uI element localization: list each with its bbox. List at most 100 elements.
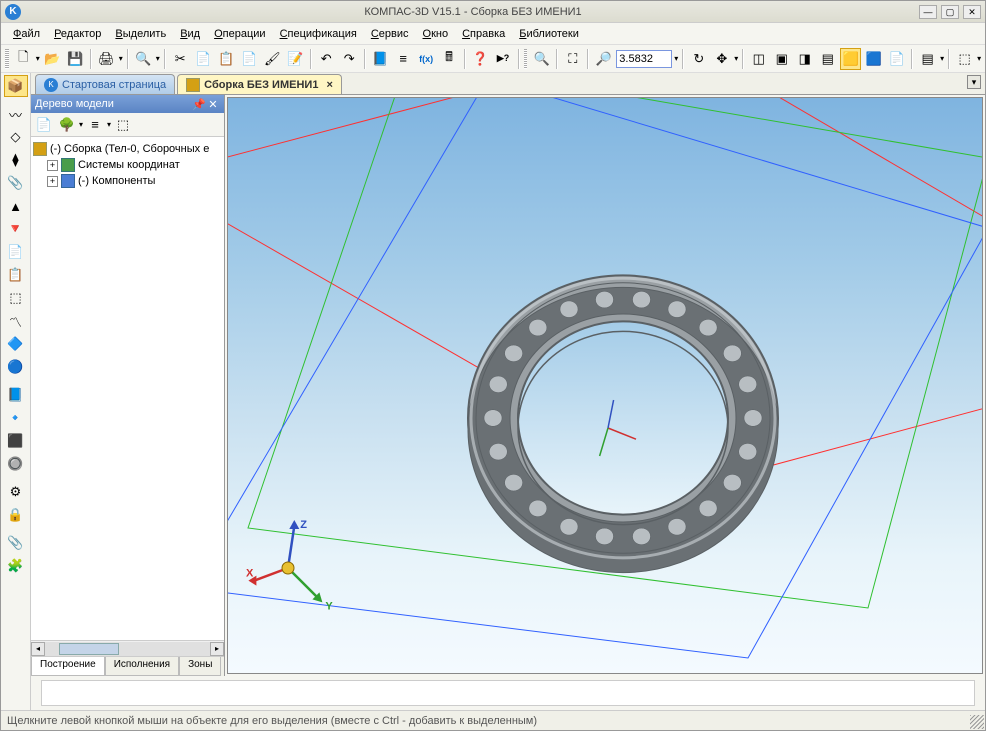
close-button[interactable]: ✕ (963, 5, 981, 19)
zoom-fit-button[interactable]: ⛶ (562, 48, 583, 70)
left-tool-17[interactable]: ⚙ (4, 481, 28, 503)
tree-pin-icon[interactable]: 📌 (192, 98, 206, 111)
tree-tb3[interactable]: ≡ (84, 114, 106, 136)
copy2-button[interactable]: 📄 (239, 48, 260, 70)
tabbar-dropdown[interactable]: ▾ (967, 75, 981, 89)
comp-icon (61, 174, 75, 188)
zoom-window-button[interactable]: 🔍 (531, 48, 552, 70)
left-tool-3[interactable]: ⧫ (4, 149, 28, 171)
hlr-button[interactable]: ▤ (817, 48, 838, 70)
zoom-input[interactable] (616, 50, 672, 68)
undo-button[interactable]: ↶ (316, 48, 337, 70)
help-button[interactable]: ❓ (470, 48, 491, 70)
left-tool-10[interactable]: 〽 (4, 310, 28, 332)
scroll-thumb[interactable] (59, 643, 119, 655)
menu-5[interactable]: Спецификация (274, 26, 363, 42)
left-tool-18[interactable]: 🔒 (4, 504, 28, 526)
tree-tb1[interactable]: 📄 (33, 114, 55, 136)
tree-tab-2[interactable]: Зоны (179, 657, 221, 676)
left-tool-20[interactable]: 🧩 (4, 555, 28, 577)
tree-node-1[interactable]: +(-) Компоненты (33, 173, 222, 189)
menu-0[interactable]: Файл (7, 26, 46, 42)
toolbar-grip-2[interactable] (524, 49, 528, 69)
left-tool-2[interactable]: ◇ (4, 126, 28, 148)
brush-button[interactable]: 🖌 (262, 48, 283, 70)
doc-tab-0[interactable]: KСтартовая страница (35, 74, 175, 94)
zoom-scale-button[interactable]: 🔎 (593, 48, 614, 70)
cut-button[interactable]: ✂ (170, 48, 191, 70)
tab-close-icon[interactable]: × (326, 79, 332, 91)
left-tool-15[interactable]: ⬛ (4, 430, 28, 452)
minimize-button[interactable]: — (919, 5, 937, 19)
shaded-button[interactable]: ◨ (794, 48, 815, 70)
command-input[interactable] (41, 680, 975, 706)
left-tool-16[interactable]: 🔘 (4, 453, 28, 475)
left-tool-0[interactable]: 📦 (4, 75, 28, 97)
left-tool-6[interactable]: 🔻 (4, 218, 28, 240)
left-tool-19[interactable]: 📎 (4, 532, 28, 554)
tab-label: Стартовая страница (62, 79, 166, 91)
tree-hscroll[interactable]: ◂ ▸ (31, 640, 224, 656)
tree-tab-1[interactable]: Исполнения (105, 657, 179, 676)
print-button[interactable]: 🖨 (96, 48, 117, 70)
tree-titlebar: Дерево модели 📌 ✕ (31, 95, 224, 113)
tree-tab-0[interactable]: Построение (31, 657, 105, 676)
redo-button[interactable]: ↷ (339, 48, 360, 70)
scroll-left-button[interactable]: ◂ (31, 642, 45, 656)
expand-icon[interactable]: + (47, 160, 58, 171)
menu-2[interactable]: Выделить (109, 26, 172, 42)
pan-button[interactable]: ✥ (711, 48, 732, 70)
toolbar-grip[interactable] (5, 49, 9, 69)
menu-9[interactable]: Библиотеки (513, 26, 585, 42)
left-tool-7[interactable]: 📄 (4, 241, 28, 263)
more2-button[interactable]: ⬚ (954, 48, 975, 70)
menu-1[interactable]: Редактор (48, 26, 107, 42)
left-tool-8[interactable]: 📋 (4, 264, 28, 286)
solid1-button[interactable]: 🟨 (840, 48, 861, 70)
paste-button[interactable]: 📋 (216, 48, 237, 70)
app-logo-icon: K (5, 4, 21, 20)
tree-node-0[interactable]: +Системы координат (33, 157, 222, 173)
expand-icon[interactable]: + (47, 176, 58, 187)
new-button[interactable]: 🗋 (13, 48, 34, 70)
left-tool-9[interactable]: ⬚ (4, 287, 28, 309)
whatsthis-button[interactable]: ▶? (493, 48, 514, 70)
open-button[interactable]: 📂 (42, 48, 63, 70)
calc-button[interactable]: 🖩 (439, 48, 460, 70)
save-button[interactable]: 💾 (65, 48, 86, 70)
tree-root-node[interactable]: (-) Сборка (Тел-0, Сборочных е (33, 141, 222, 157)
menu-4[interactable]: Операции (208, 26, 271, 42)
doc-button[interactable]: 📄 (886, 48, 907, 70)
left-tool-13[interactable]: 📘 (4, 384, 28, 406)
menu-7[interactable]: Окно (417, 26, 455, 42)
menu-6[interactable]: Сервис (365, 26, 415, 42)
copy-button[interactable]: 📄 (193, 48, 214, 70)
left-tool-12[interactable]: 🔵 (4, 356, 28, 378)
maximize-button[interactable]: ▢ (941, 5, 959, 19)
menu-3[interactable]: Вид (174, 26, 206, 42)
resize-grip[interactable] (970, 715, 984, 729)
scroll-right-button[interactable]: ▸ (210, 642, 224, 656)
orbit-button[interactable]: ↻ (688, 48, 709, 70)
menu-8[interactable]: Справка (456, 26, 511, 42)
left-tool-5[interactable]: ▲ (4, 195, 28, 217)
vars-button[interactable]: ≡ (393, 48, 414, 70)
spec1-button[interactable]: 📘 (370, 48, 391, 70)
more1-button[interactable]: ▤ (917, 48, 938, 70)
wireframe-button[interactable]: ▣ (771, 48, 792, 70)
iso-button[interactable]: ◫ (748, 48, 769, 70)
solid2-button[interactable]: 🟦 (863, 48, 884, 70)
preview-button[interactable]: 🔍 (133, 48, 154, 70)
left-tool-11[interactable]: 🔷 (4, 333, 28, 355)
3d-viewport[interactable]: XYZ (227, 97, 983, 674)
tree-tb4[interactable]: ⬚ (112, 114, 134, 136)
tree-close-icon[interactable]: ✕ (206, 98, 220, 111)
fx-button[interactable]: f(x) (416, 48, 437, 70)
left-tool-14[interactable]: 🔹 (4, 407, 28, 429)
doc-tab-1[interactable]: Сборка БЕЗ ИМЕНИ1× (177, 74, 342, 94)
props-button[interactable]: 📝 (285, 48, 306, 70)
tree-bottom-tabs: ПостроениеИсполненияЗоны (31, 656, 224, 676)
left-tool-1[interactable]: 〰 (4, 103, 28, 125)
left-tool-4[interactable]: 📎 (4, 172, 28, 194)
tree-tb2[interactable]: 🌳 (56, 114, 78, 136)
